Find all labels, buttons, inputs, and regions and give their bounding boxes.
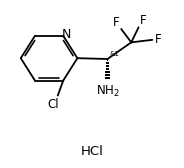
Text: F: F (155, 33, 162, 46)
Text: F: F (140, 14, 146, 27)
Text: HCl: HCl (81, 145, 103, 158)
Text: N: N (62, 28, 71, 41)
Text: &1: &1 (110, 51, 120, 57)
Text: NH$_2$: NH$_2$ (96, 84, 119, 99)
Text: F: F (112, 16, 119, 29)
Text: Cl: Cl (48, 98, 59, 111)
